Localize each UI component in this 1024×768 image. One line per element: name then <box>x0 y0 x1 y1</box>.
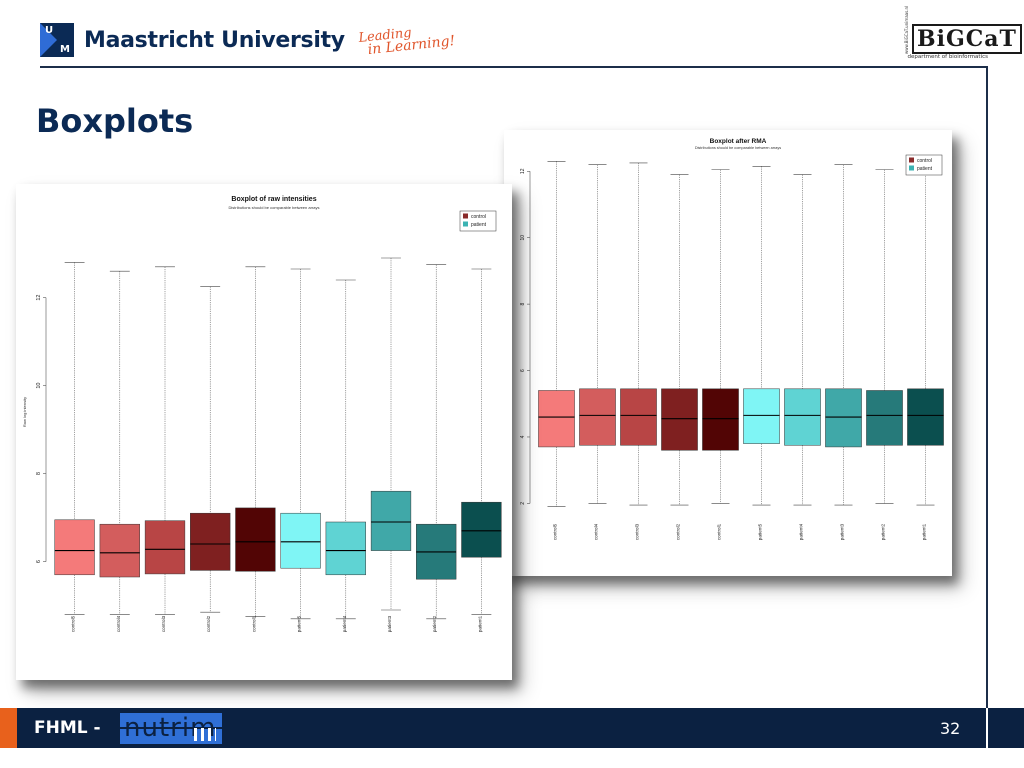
y-axis-label: Raw log intensity <box>22 397 27 427</box>
chart-title: Boxplot of raw intensities <box>231 196 316 203</box>
chart-subtitle: Distributions should be comparable betwe… <box>695 146 781 150</box>
box-control3 <box>144 520 186 575</box>
slide-number: 32 <box>940 719 961 738</box>
box-patient2 <box>866 390 903 446</box>
legend-entry-patient: patient <box>471 222 487 228</box>
nutrim-logo[interactable]: nutrim <box>120 713 222 744</box>
x-tick-label: control2 <box>676 523 681 540</box>
x-tick-label: control4 <box>116 615 121 632</box>
y-tick-label: 6 <box>520 369 526 372</box>
chart-subtitle: Distributions should be comparable betwe… <box>229 205 320 210</box>
footer-accent <box>0 708 17 748</box>
x-tick-label: control1 <box>251 615 256 632</box>
box-patient1 <box>907 388 944 446</box>
header-divider <box>40 66 988 68</box>
legend-entry-patient: patient <box>917 166 933 172</box>
y-tick-label: 6 <box>36 560 42 563</box>
y-tick-label: 10 <box>520 235 526 241</box>
box-patient3 <box>825 388 862 448</box>
x-tick-label: patient1 <box>922 523 927 540</box>
box-control5 <box>54 519 95 576</box>
um-letter-u: U <box>45 25 54 36</box>
chart-title: Boxplot after RMA <box>710 138 767 145</box>
y-tick-label: 8 <box>36 472 42 475</box>
boxplot-after-rma-card[interactable]: Boxplot after RMA Distributions should be… <box>504 130 952 576</box>
x-tick-label: control5 <box>71 615 76 632</box>
bigcat-wordmark: BiGCaT <box>912 24 1022 54</box>
x-tick-label: control5 <box>553 523 558 540</box>
x-tick-label: control2 <box>206 615 211 632</box>
bigcat-side-text: www.BiGCaT.unimaas.nl <box>904 5 909 54</box>
nutrim-stripe <box>120 727 222 729</box>
box-patient3 <box>370 490 412 551</box>
box-control4 <box>579 388 616 446</box>
x-tick-label: patient1 <box>477 615 482 632</box>
x-tick-label: patient3 <box>840 523 845 540</box>
boxplot-raw-intensities-chart: Boxplot of raw intensities Distributions … <box>22 196 502 632</box>
x-tick-label: patient5 <box>297 615 302 632</box>
y-tick-label: 2 <box>520 502 526 505</box>
footer-label: FHML - <box>34 718 101 738</box>
bigcat-logo[interactable]: www.BiGCaT.unimaas.nl BiGCaT department … <box>904 6 1022 64</box>
box-control4 <box>99 523 140 578</box>
legend-swatch <box>909 165 914 171</box>
x-tick-label: patient2 <box>432 615 437 632</box>
box-patient1 <box>461 501 502 558</box>
y-tick-label: 12 <box>36 295 42 301</box>
box-control1 <box>235 507 276 572</box>
y-tick-label: 4 <box>520 435 526 438</box>
legend-entry-control: control <box>917 158 932 164</box>
x-tick-label: control3 <box>161 615 166 632</box>
box-control2 <box>190 512 231 571</box>
box-control5 <box>538 390 575 448</box>
x-tick-label: patient4 <box>342 615 347 632</box>
boxplot-raw-intensities-card[interactable]: Boxplot of raw intensities Distributions … <box>16 184 512 680</box>
box-patient5 <box>743 388 780 444</box>
legend-entry-control: control <box>471 214 486 220</box>
y-tick-label: 8 <box>520 303 526 306</box>
legend-swatch <box>463 213 468 219</box>
y-tick-label: 10 <box>36 383 42 389</box>
footer-bar: FHML - nutrim 32 <box>0 708 1024 748</box>
legend-box <box>905 154 943 176</box>
institution-name: Maastricht University <box>84 27 345 53</box>
right-divider <box>986 66 988 748</box>
legend-box <box>459 210 497 232</box>
x-tick-label: control3 <box>635 523 640 540</box>
box-control2 <box>661 388 698 451</box>
x-tick-label: patient2 <box>881 523 886 540</box>
x-tick-label: control4 <box>594 523 599 540</box>
box-patient4 <box>325 521 366 576</box>
slide-title: Boxplots <box>36 102 194 140</box>
x-tick-label: patient3 <box>387 615 392 632</box>
box-patient5 <box>280 512 321 569</box>
box-control3 <box>620 388 657 446</box>
nutrim-bars-icon <box>194 728 216 741</box>
box-patient4 <box>784 388 821 446</box>
slogan: Leading in Learning! <box>358 22 456 59</box>
x-tick-label: patient5 <box>758 523 763 540</box>
box-control1 <box>702 388 739 451</box>
x-tick-label: patient4 <box>799 523 804 540</box>
bigcat-subtitle: department of bioinformatics <box>907 54 988 60</box>
footer-divider <box>986 708 988 748</box>
maastricht-university-logo[interactable]: U M Maastricht University Leading in Lea… <box>40 18 456 62</box>
x-tick-label: control1 <box>717 523 722 540</box>
legend-swatch <box>909 157 914 163</box>
y-tick-label: 12 <box>520 168 526 174</box>
um-logo-icon: U M <box>40 23 74 57</box>
legend-swatch <box>463 221 468 227</box>
um-letter-m: M <box>60 44 70 55</box>
